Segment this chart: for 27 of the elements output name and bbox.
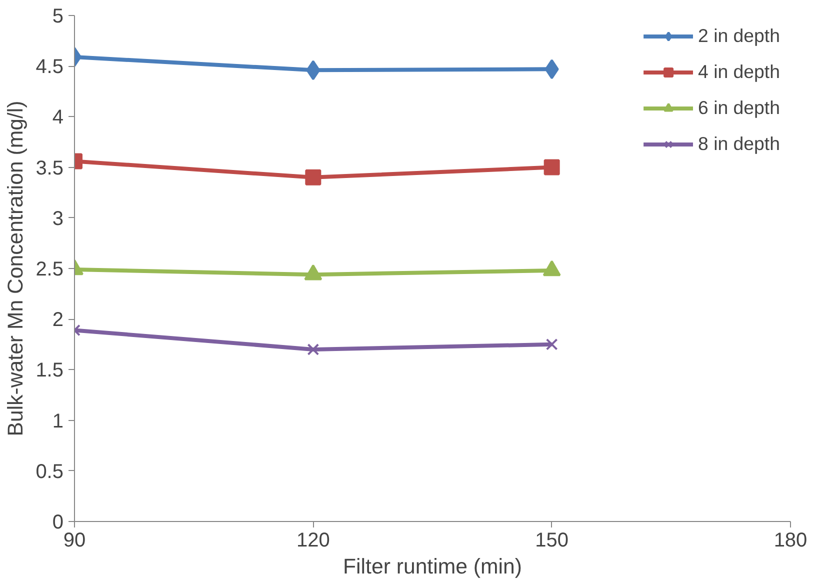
legend-label: 8 in depth [698,133,780,155]
legend-label: 6 in depth [698,97,780,119]
y-tick-label: 2.5 [36,258,64,280]
y-tick-label: 0 [52,512,64,534]
x-axis-title: Filter runtime (min) [343,554,522,578]
point [307,344,320,356]
point [546,338,558,350]
x-tick-label: 120 [296,530,330,552]
y-tick-label: 2 [52,309,64,332]
y-tick-label: 4.5 [36,56,64,78]
point [544,59,559,80]
x-tick-label: 150 [535,530,569,552]
point [306,60,320,80]
y-tick-label: 3.5 [36,157,64,180]
legend-label: 2 in depth [698,25,780,47]
point [305,169,322,186]
y-tick-label: 1.5 [36,360,64,382]
y-tick-label: 5 [52,6,64,28]
y-tick-label: 0.5 [36,460,64,483]
point [544,159,560,176]
x-tick-label: 180 [774,530,808,552]
y-tick-label: 1 [52,410,64,432]
y-tick-label: 4 [52,106,64,129]
x-tick-label: 90 [63,530,86,552]
legend-label: 4 in depth [698,61,780,83]
y-tick-label: 3 [52,208,64,230]
y-axis-title: Bulk-water Mn Concentration (mg/l) [4,100,28,436]
